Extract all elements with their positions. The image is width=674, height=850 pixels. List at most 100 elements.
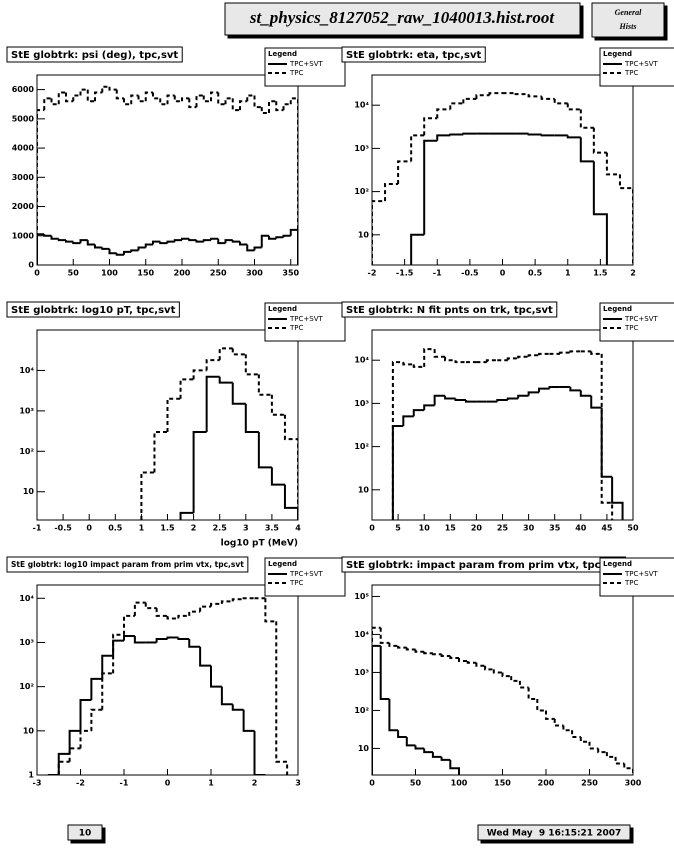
histogram-bin xyxy=(485,359,498,363)
histogram-bin xyxy=(130,249,139,252)
legend-box xyxy=(599,557,674,597)
histogram-bin xyxy=(540,134,555,137)
plot-frame xyxy=(371,329,634,521)
badge-text: Hists xyxy=(619,22,637,31)
histogram-bin xyxy=(173,95,182,103)
legend-label: TPC+SVT xyxy=(289,315,323,323)
histogram-bin xyxy=(166,94,175,105)
histogram-bin xyxy=(253,246,262,251)
y-tick-label: 3000 xyxy=(12,173,35,182)
histogram-bin xyxy=(231,704,244,711)
histogram-bin xyxy=(449,133,464,136)
histogram-bin xyxy=(37,109,45,265)
x-tick-label: 50 xyxy=(410,779,422,788)
histogram-bin xyxy=(548,385,560,389)
histogram-bin xyxy=(246,94,255,102)
histogram-bin xyxy=(159,98,168,106)
histogram-bin xyxy=(192,369,207,380)
legend-box xyxy=(599,47,674,87)
histogram-bin xyxy=(475,662,486,667)
histogram-bin xyxy=(283,414,298,520)
histogram-bin xyxy=(423,117,438,136)
x-tick-label: 0.5 xyxy=(528,269,543,278)
y-tick-label: 1 xyxy=(28,771,34,780)
histogram-bin xyxy=(202,239,211,242)
histogram-bin xyxy=(79,698,92,731)
histogram-bin xyxy=(579,390,592,397)
x-tick-label: -3 xyxy=(33,779,42,788)
legend-label: TPC xyxy=(624,69,638,77)
chart-title: StE globtrk: eta, tpc,svt xyxy=(346,50,481,61)
histogram-bin xyxy=(464,399,477,403)
histogram-bin xyxy=(123,635,135,641)
y-tick-label: 10⁵ xyxy=(354,592,369,601)
histogram-bin xyxy=(569,386,581,392)
x-tick-label: 0.5 xyxy=(108,524,123,533)
histogram-bin xyxy=(57,760,70,775)
histogram-bin xyxy=(538,352,550,356)
x-tick-label: 5 xyxy=(395,524,401,533)
legend-label: TPC+SVT xyxy=(624,60,658,68)
x-tick-label: 1.5 xyxy=(160,524,175,533)
footer-page-box xyxy=(67,824,103,841)
histogram-bin xyxy=(501,672,512,678)
histogram-bin xyxy=(510,676,520,682)
y-tick-label: 10³ xyxy=(354,668,369,677)
histogram-bin xyxy=(597,748,607,754)
histogram-bin xyxy=(600,353,614,520)
x-tick-label: 100 xyxy=(101,269,118,278)
histogram-bin xyxy=(538,387,550,393)
histogram-bin xyxy=(133,636,146,644)
histogram-bin xyxy=(257,432,272,469)
x-tick-label: 10 xyxy=(419,524,431,533)
y-tick-label: 10 xyxy=(358,230,370,239)
histogram-bin xyxy=(199,605,211,612)
histogram-bin xyxy=(192,431,207,513)
histogram-bin xyxy=(436,134,451,141)
histogram-bin xyxy=(166,240,175,244)
x-tick-label: 50 xyxy=(68,269,80,278)
histogram-bin xyxy=(569,350,581,353)
histogram-bin xyxy=(488,92,503,96)
histogram-bin xyxy=(397,730,407,738)
x-tick-label: 40 xyxy=(575,524,587,533)
histogram-bin xyxy=(144,602,157,610)
histogram-bin xyxy=(527,94,542,98)
histogram-bin xyxy=(264,598,277,623)
histogram-bin xyxy=(133,601,146,616)
histogram-bin xyxy=(566,135,581,139)
histogram-bin xyxy=(571,730,581,738)
y-tick-label: 10 xyxy=(358,485,370,494)
y-tick-label: 10⁴ xyxy=(354,356,369,365)
histogram-bin xyxy=(231,98,240,112)
histogram-bin xyxy=(605,152,620,176)
histogram-bin xyxy=(144,91,153,102)
histogram-bin xyxy=(431,752,442,758)
histogram-bin xyxy=(462,132,477,135)
histogram-bin xyxy=(410,134,425,162)
x-tick-label: 0 xyxy=(34,269,40,278)
chart-panel: StE globtrk: eta, tpc,svt -2 -1.5 -1 -0.5 0 0.… xyxy=(341,46,674,278)
y-tick-label: 10³ xyxy=(19,638,34,647)
histogram-bin xyxy=(410,233,425,265)
histogram-bin xyxy=(553,98,568,105)
legend-label: TPC+SVT xyxy=(624,315,658,323)
histogram-bin xyxy=(152,240,161,245)
histogram-bin xyxy=(152,92,161,100)
histogram-bin xyxy=(283,484,298,520)
histogram-bin xyxy=(79,729,92,749)
x-tick-label: -1.5 xyxy=(396,269,414,278)
histogram-bin xyxy=(86,240,95,246)
histogram-bin xyxy=(210,602,222,607)
title-box xyxy=(341,46,486,63)
histogram-bin xyxy=(231,240,240,243)
histogram-lines xyxy=(47,597,289,775)
badge-box xyxy=(591,2,665,38)
histogram-lines xyxy=(37,85,298,265)
histogram-bin xyxy=(412,409,425,417)
x-tick-label: 15 xyxy=(445,524,457,533)
histogram-bin xyxy=(50,98,59,106)
x-tick-label: -1 xyxy=(433,269,442,278)
histogram-bin xyxy=(43,234,52,237)
histogram-bin xyxy=(449,759,460,775)
